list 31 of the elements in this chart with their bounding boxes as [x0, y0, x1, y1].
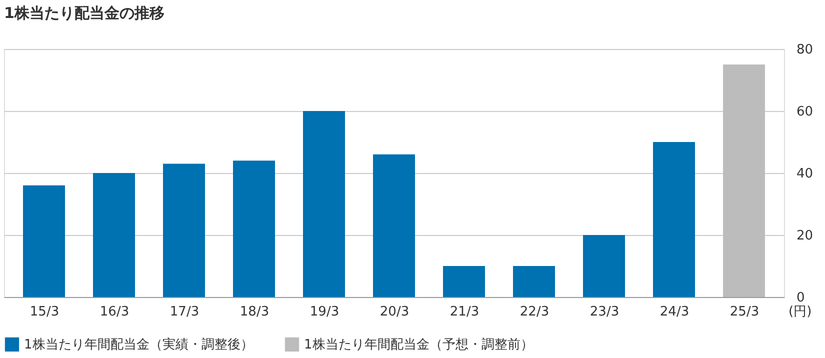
x-tick-label: 21/3	[450, 304, 480, 320]
y-axis-title: (円)	[788, 304, 812, 320]
x-tick-label: 23/3	[590, 304, 620, 320]
bar	[163, 164, 205, 297]
x-tick-label: 19/3	[310, 304, 340, 320]
x-tick-label: 15/3	[30, 304, 60, 320]
x-tick-label: 22/3	[520, 304, 550, 320]
x-tick-label: 16/3	[100, 304, 130, 320]
y-tick-label: 60	[796, 104, 814, 120]
x-tick-label: 18/3	[240, 304, 270, 320]
x-tick-label: 24/3	[660, 304, 690, 320]
x-tick-label: 25/3	[730, 304, 760, 320]
y-tick-label: 80	[796, 42, 814, 58]
x-tick-label: 20/3	[380, 304, 410, 320]
x-tick-label: 17/3	[170, 304, 200, 320]
y-tick-label: 40	[796, 166, 814, 182]
bar	[583, 235, 625, 297]
legend-label: 1株当たり年間配当金（実績・調整後）	[24, 336, 254, 352]
bar	[443, 266, 485, 297]
y-tick-label: 0	[796, 290, 805, 306]
chart-title: 1株当たり配当金の推移	[4, 4, 164, 22]
legend-label: 1株当たり年間配当金（予想・調整前）	[304, 337, 534, 352]
bar	[723, 64, 765, 297]
y-tick-label: 20	[796, 228, 814, 244]
bar	[23, 185, 65, 297]
bar	[303, 111, 345, 297]
bar	[93, 173, 135, 297]
bar	[233, 160, 275, 297]
bar	[653, 142, 695, 297]
bar	[373, 154, 415, 297]
bar	[513, 266, 555, 297]
